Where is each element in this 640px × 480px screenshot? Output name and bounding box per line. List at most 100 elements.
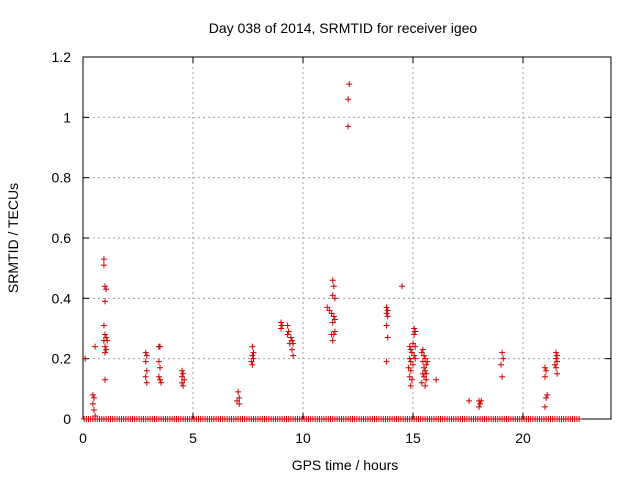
- data-point: [103, 286, 110, 293]
- data-point: [421, 373, 427, 380]
- data-point: [249, 352, 256, 359]
- x-tick-label: 20: [515, 430, 531, 446]
- data-point: [92, 412, 99, 419]
- data-point: [235, 388, 242, 395]
- data-point: [329, 277, 336, 284]
- data-point: [411, 331, 418, 338]
- data-point: [330, 283, 337, 290]
- baseline-point: [576, 416, 583, 422]
- data-point: [407, 346, 414, 353]
- data-point: [383, 310, 390, 317]
- data-point: [542, 364, 548, 371]
- data-point: [407, 367, 414, 374]
- data-point: [384, 313, 391, 320]
- data-point: [100, 262, 107, 269]
- data-point: [250, 349, 257, 356]
- data-point: [181, 376, 188, 383]
- data-point: [324, 304, 331, 311]
- data-point: [104, 337, 111, 344]
- data-point: [158, 379, 165, 386]
- data-point: [412, 355, 419, 362]
- data-point: [423, 376, 430, 383]
- data-point: [179, 379, 185, 386]
- data-point: [330, 331, 337, 338]
- data-point: [142, 349, 149, 356]
- data-point: [103, 346, 110, 353]
- data-point: [290, 352, 297, 359]
- data-point: [553, 349, 559, 356]
- data-point: [423, 361, 430, 368]
- data-point: [236, 400, 243, 407]
- data-point: [157, 364, 163, 371]
- y-tick-label: 1: [63, 109, 71, 125]
- data-point: [384, 307, 391, 314]
- data-point: [155, 358, 162, 365]
- y-axis-title: SRMTID / TECUs: [5, 183, 21, 293]
- data-point: [553, 364, 559, 371]
- data-point: [143, 352, 150, 359]
- data-point: [500, 355, 507, 362]
- x-axis-title: GPS time / hours: [292, 457, 399, 473]
- chart-title: Day 038 of 2014, SRMTID for receiver ige…: [209, 20, 478, 36]
- plot-frame: [82, 56, 612, 420]
- data-point: [466, 397, 473, 404]
- data-point: [326, 307, 333, 314]
- data-point: [331, 328, 338, 335]
- data-point: [102, 331, 108, 338]
- data-point: [284, 331, 291, 338]
- data-point: [554, 352, 561, 359]
- data-point: [399, 283, 405, 290]
- data-point: [499, 373, 506, 380]
- data-point: [410, 340, 416, 347]
- data-point: [89, 400, 96, 407]
- data-point: [498, 361, 504, 368]
- data-point: [406, 343, 413, 350]
- data-point: [285, 328, 292, 335]
- data-point: [411, 352, 418, 359]
- data-point: [278, 325, 284, 332]
- data-point: [91, 406, 97, 413]
- y-tick-label: 0.4: [52, 290, 72, 306]
- data-point: [423, 370, 430, 377]
- data-point: [542, 373, 548, 380]
- data-point: [478, 397, 485, 404]
- data-point: [410, 361, 416, 368]
- data-point: [234, 397, 240, 404]
- data-point: [289, 337, 295, 344]
- data-point: [408, 376, 415, 383]
- data-point: [345, 96, 352, 103]
- data-point: [330, 313, 337, 320]
- data-point: [100, 322, 107, 329]
- data-point: [287, 334, 294, 341]
- x-tick-label: 10: [295, 430, 311, 446]
- y-tick-label: 1.2: [52, 49, 72, 65]
- data-point: [142, 373, 149, 380]
- data-point: [249, 343, 256, 350]
- data-point: [408, 349, 415, 356]
- data-point: [250, 355, 257, 362]
- data-point: [433, 376, 440, 383]
- data-point: [284, 322, 291, 329]
- data-point: [236, 394, 243, 401]
- data-point: [543, 367, 550, 374]
- data-point: [142, 358, 149, 365]
- data-point: [407, 382, 414, 389]
- grid: [83, 57, 611, 419]
- data-point: [157, 343, 163, 350]
- data-point: [289, 346, 295, 353]
- y-tick-label: 0.6: [52, 230, 72, 246]
- data-points: [81, 81, 583, 422]
- data-point: [331, 316, 338, 323]
- data-point: [544, 391, 551, 398]
- x-tick-label: 5: [189, 430, 197, 446]
- data-point: [476, 403, 482, 410]
- data-point: [143, 367, 150, 374]
- data-point: [424, 358, 431, 365]
- data-point: [418, 379, 425, 386]
- data-point: [179, 367, 185, 374]
- data-point: [102, 283, 108, 290]
- data-point: [290, 340, 297, 347]
- data-point: [278, 319, 284, 326]
- data-point: [345, 123, 352, 130]
